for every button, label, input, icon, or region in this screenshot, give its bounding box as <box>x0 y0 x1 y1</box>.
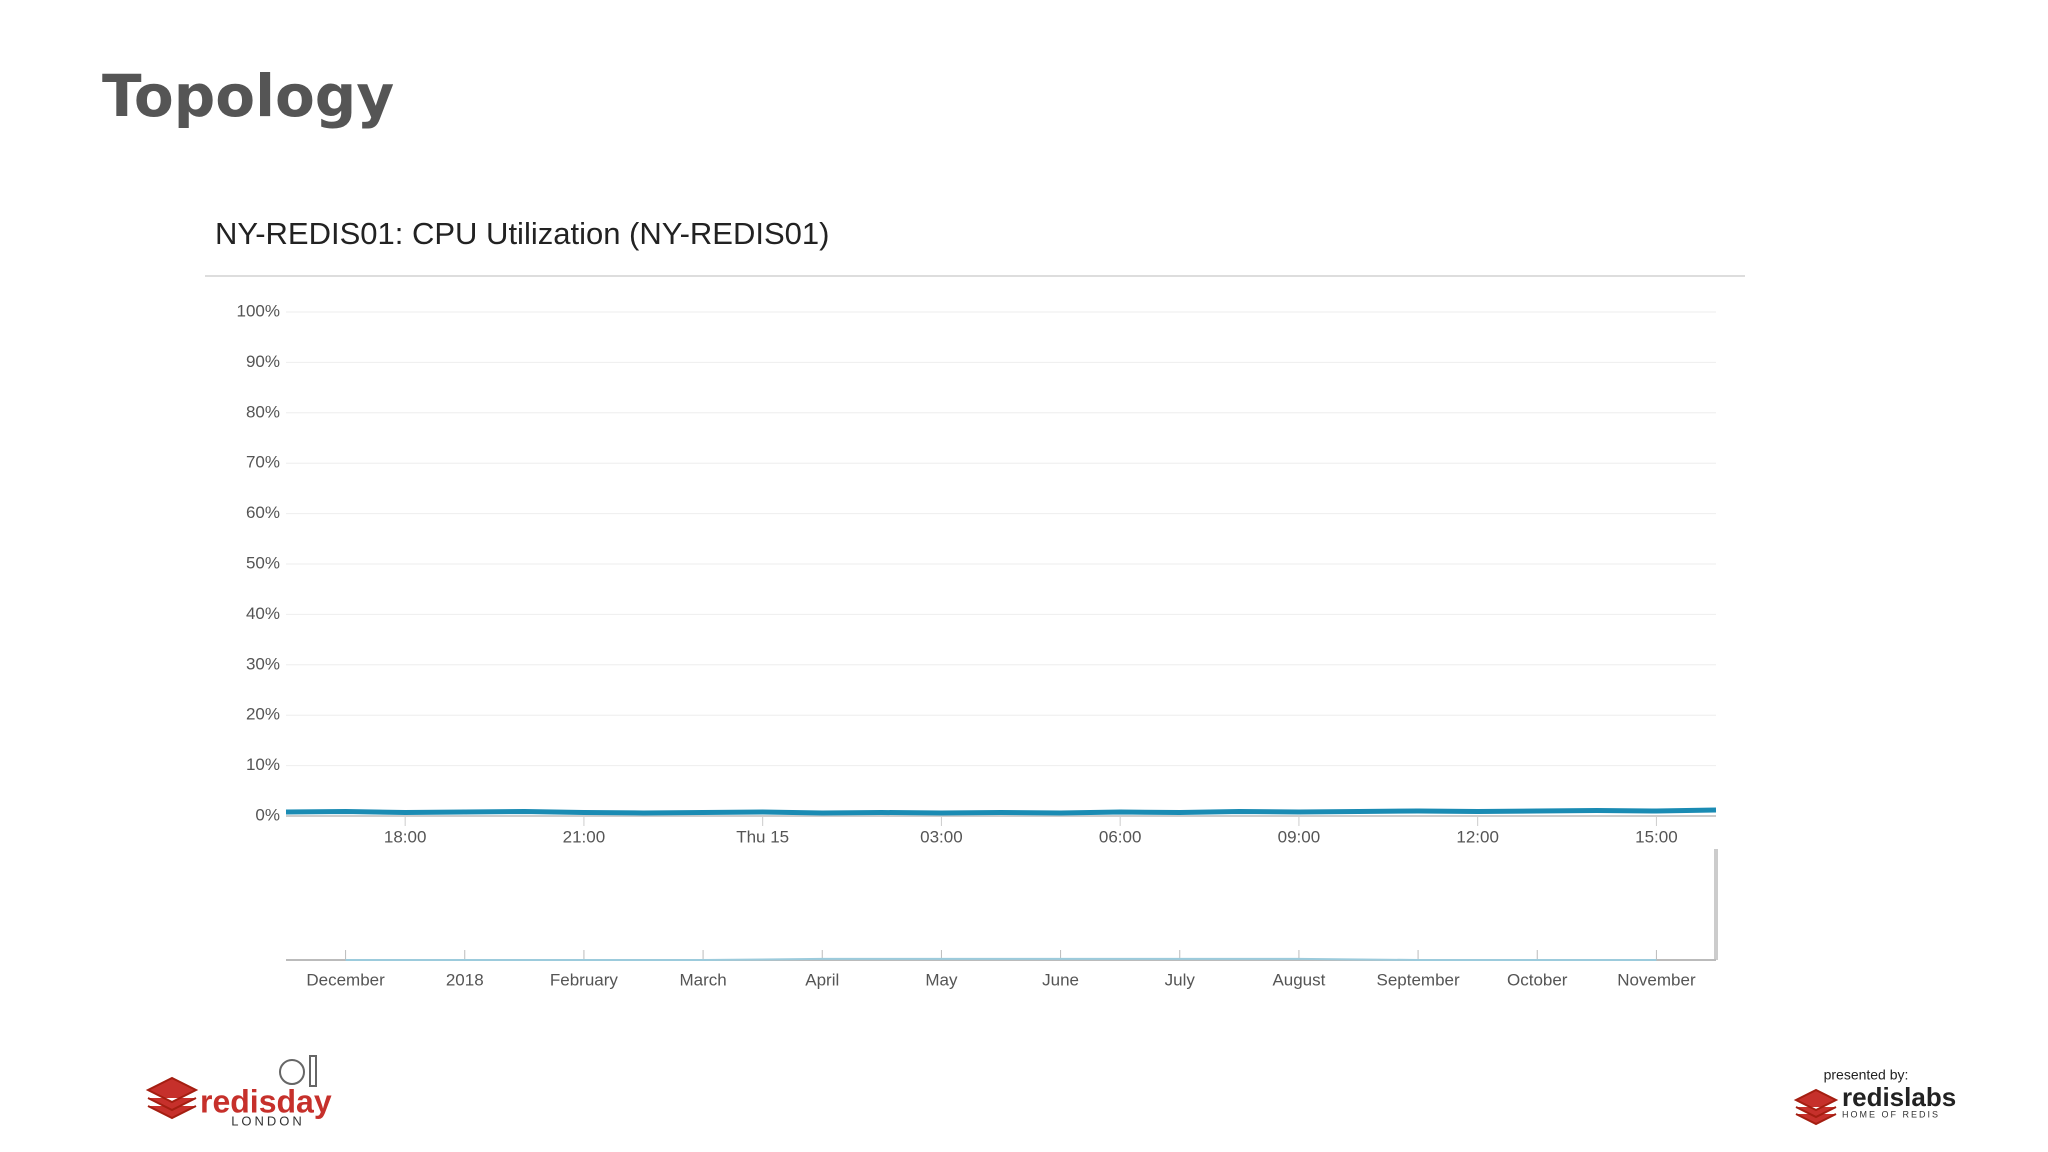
navigator-label: September <box>1376 970 1459 989</box>
x-tick-label: 18:00 <box>384 827 427 846</box>
x-tick-label: 09:00 <box>1278 827 1321 846</box>
y-tick-label: 50% <box>246 553 280 572</box>
slide-title: Topology <box>102 62 394 130</box>
y-tick-label: 30% <box>246 654 280 673</box>
navigator-label: June <box>1042 970 1079 989</box>
y-tick-label: 100% <box>237 301 280 320</box>
navigator-label: 2018 <box>446 970 484 989</box>
x-tick-label: 15:00 <box>1635 827 1678 846</box>
navigator-label: February <box>550 970 619 989</box>
x-tick-label: 03:00 <box>920 827 963 846</box>
y-tick-label: 80% <box>246 402 280 421</box>
x-tick-label: 12:00 <box>1456 827 1499 846</box>
logo-wheel <box>279 1059 305 1085</box>
navigator-label: November <box>1617 970 1696 989</box>
y-tick-label: 40% <box>246 604 280 623</box>
y-tick-label: 10% <box>246 755 280 774</box>
y-tick-label: 90% <box>246 352 280 371</box>
navigator-line <box>345 957 1657 961</box>
event-city: LONDON <box>231 1113 305 1128</box>
chart-title: NY-REDIS01: CPU Utilization (NY-REDIS01) <box>215 216 829 251</box>
x-tick-label: 21:00 <box>563 827 606 846</box>
navigator-label: May <box>925 970 958 989</box>
navigator-label: March <box>679 970 726 989</box>
navigator-label: December <box>306 970 385 989</box>
event-name: redisday <box>200 1083 332 1119</box>
y-tick-label: 20% <box>246 705 280 724</box>
sponsor-icon <box>1793 1088 1839 1126</box>
sponsor-tagline: HOME OF REDIS <box>1842 1109 1940 1119</box>
navigator-label: August <box>1272 970 1325 989</box>
x-tick-label: Thu 15 <box>736 827 789 846</box>
logo-tower <box>309 1055 317 1087</box>
y-tick-label: 0% <box>255 805 280 824</box>
sponsor-name: redislabs <box>1842 1082 1956 1112</box>
navigator-label: July <box>1165 970 1196 989</box>
y-tick-label: 60% <box>246 503 280 522</box>
navigator-label: October <box>1507 970 1568 989</box>
presented-by: presented by: <box>1824 1067 1909 1083</box>
event-logo: redisday LONDON <box>145 1055 332 1128</box>
logo-icon <box>145 1076 199 1120</box>
x-tick-label: 06:00 <box>1099 827 1142 846</box>
sponsor-logo: presented by: redislabs HOME OF REDIS <box>1793 1067 1956 1126</box>
y-tick-label: 70% <box>246 453 280 472</box>
navigator-label: April <box>805 970 839 989</box>
cpu-line <box>285 807 1717 816</box>
